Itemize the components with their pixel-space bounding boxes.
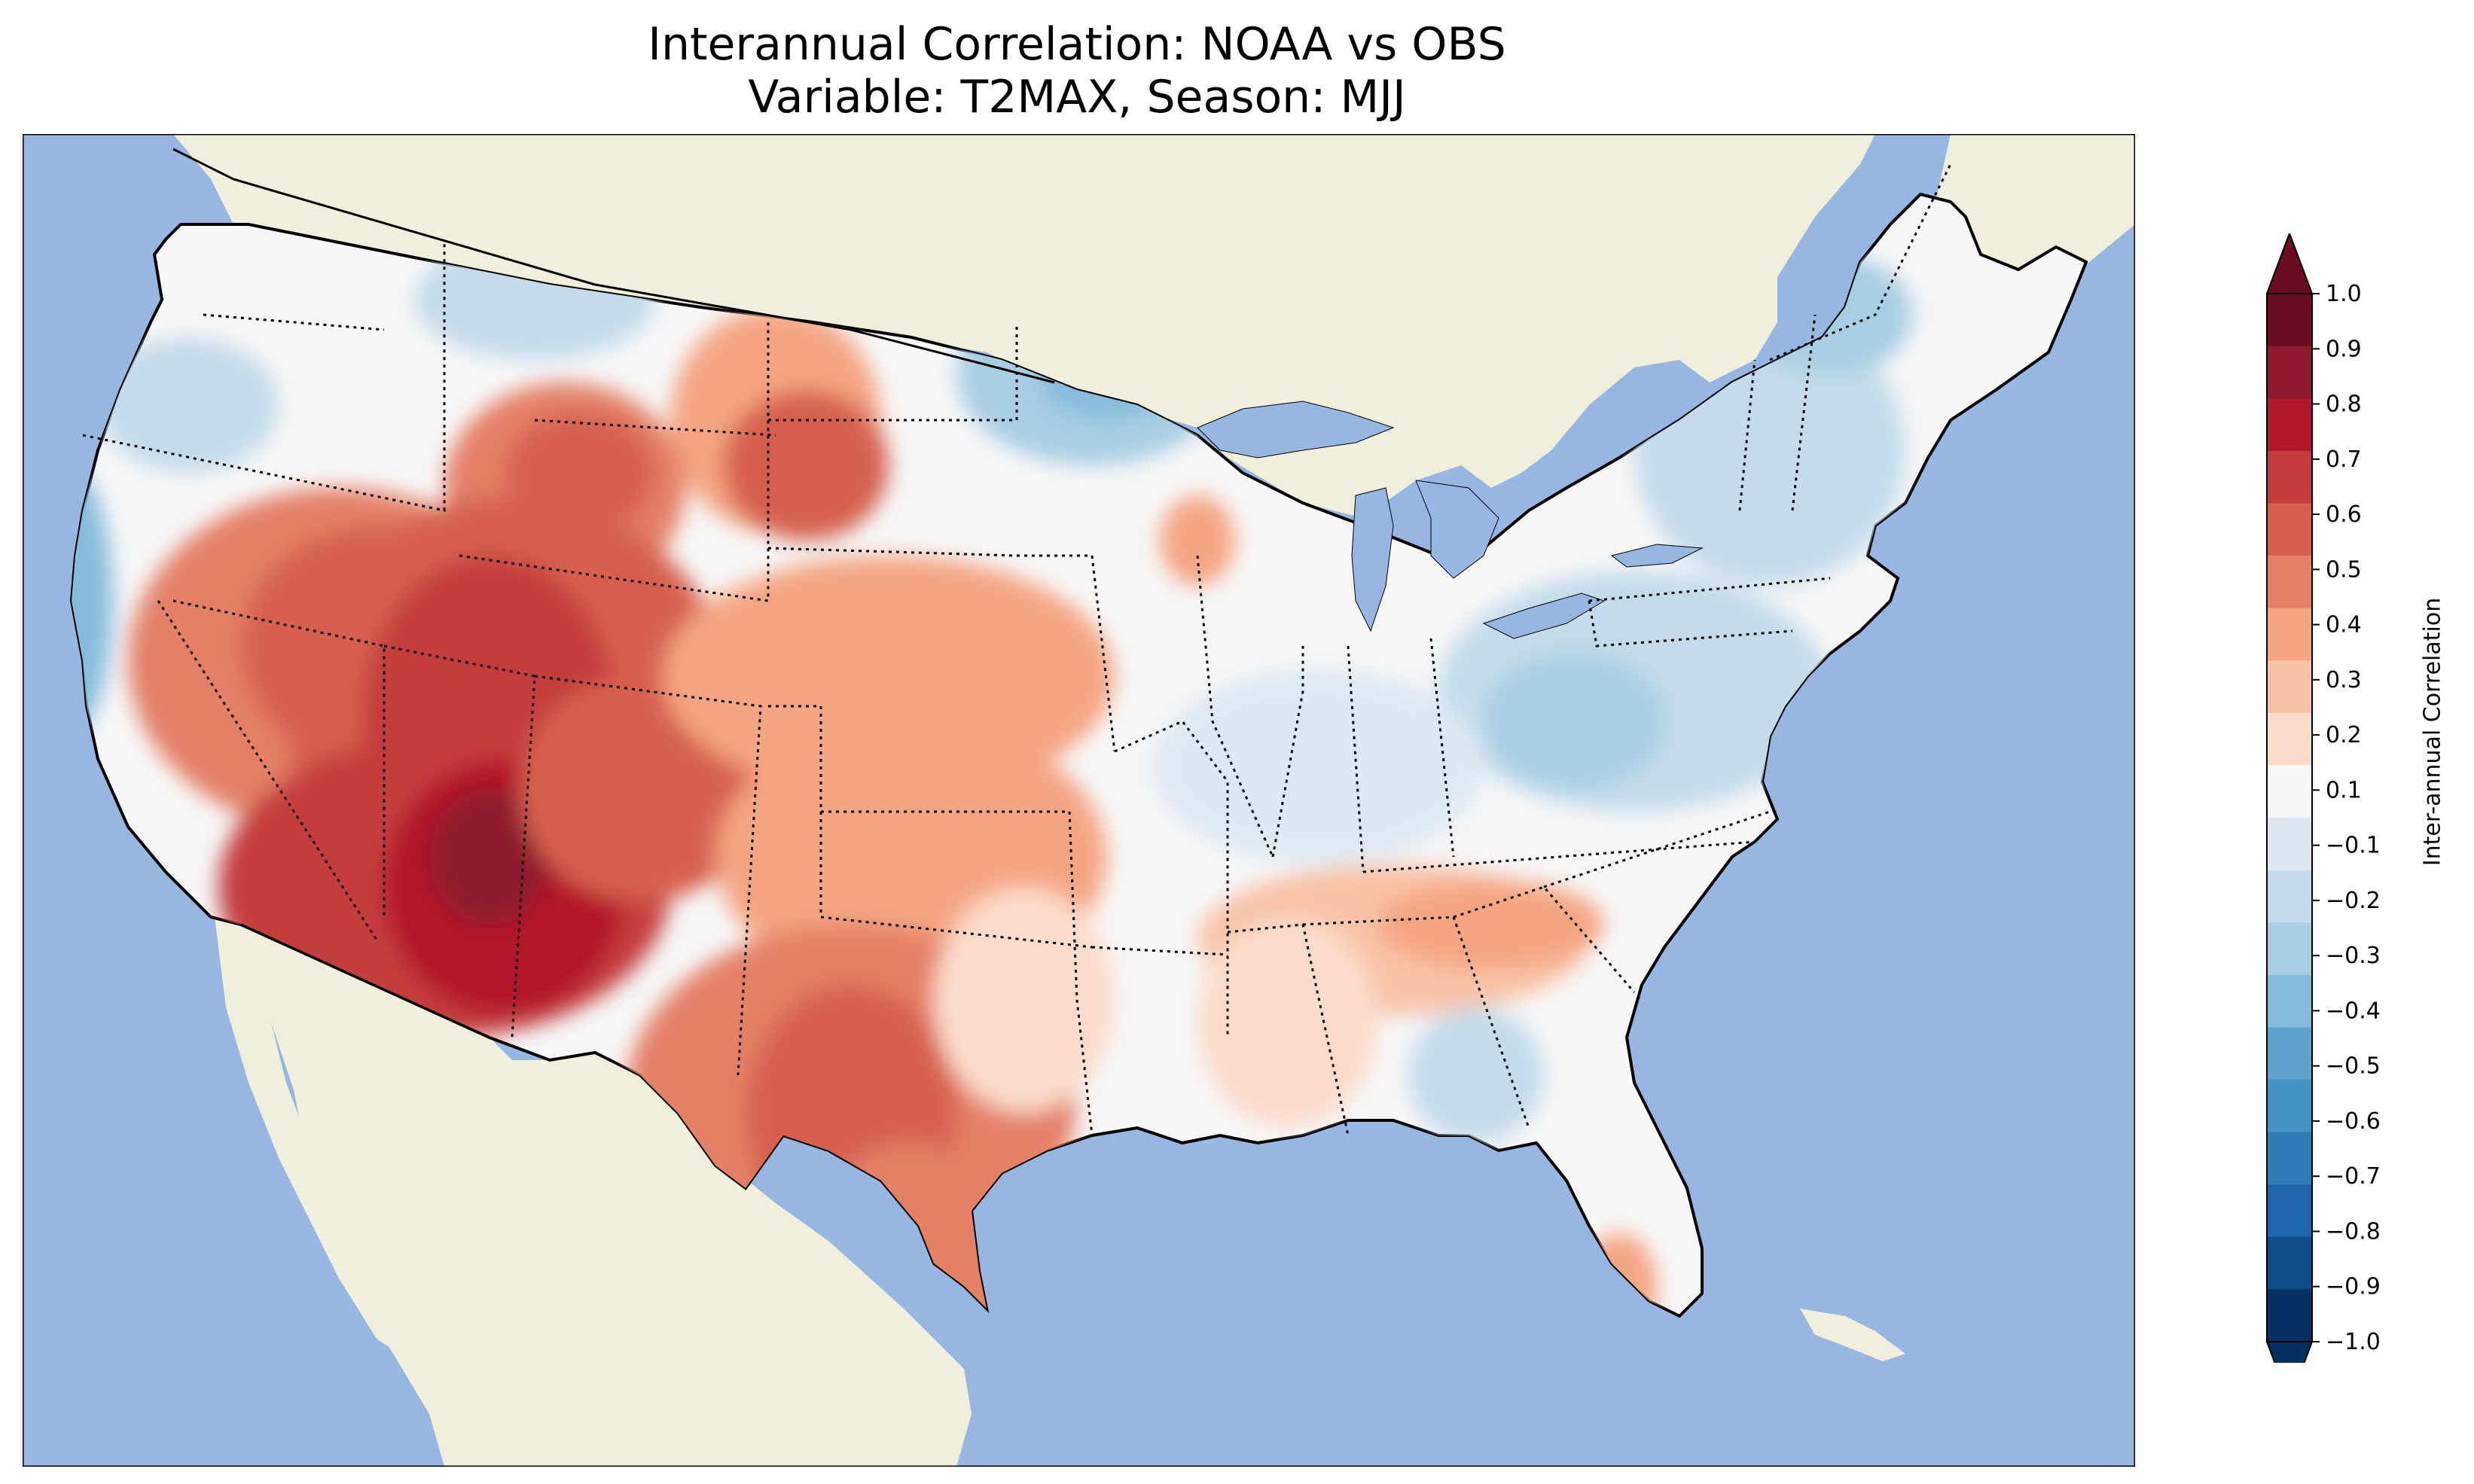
lake-erie bbox=[1482, 593, 1606, 639]
colorbar-tick-label: 0.1 bbox=[2326, 777, 2362, 803]
colorbar-segment bbox=[2267, 608, 2312, 661]
lake-michigan bbox=[1351, 487, 1394, 632]
colorbar-tick-label: −0.7 bbox=[2326, 1163, 2381, 1190]
colorbar-segment bbox=[2267, 556, 2312, 609]
colorbar-tick-label: −0.4 bbox=[2326, 998, 2381, 1024]
colorbar-segment bbox=[2267, 660, 2312, 714]
colorbar-tick-label: −1.0 bbox=[2326, 1329, 2381, 1355]
colorbar-tick-label: 0.6 bbox=[2326, 501, 2362, 528]
colorbar-tick-label: −0.9 bbox=[2326, 1274, 2381, 1300]
colorbar-tick-label: −0.2 bbox=[2326, 888, 2381, 914]
colorbar-segment bbox=[2267, 818, 2312, 871]
canada-border-east bbox=[1769, 163, 1952, 361]
colorbar-segment bbox=[2267, 1184, 2312, 1238]
colorbar-label: Inter-annual Correlation bbox=[2419, 597, 2446, 867]
colorbar-segment bbox=[2267, 922, 2312, 976]
colorbar-tick-label: 0.5 bbox=[2326, 556, 2362, 583]
colorbar-tick-label: 1.0 bbox=[2326, 281, 2362, 307]
state-borders bbox=[82, 239, 1831, 1136]
colorbar-segment bbox=[2267, 450, 2312, 504]
correlation-map bbox=[23, 134, 2135, 1467]
baja-land bbox=[215, 917, 399, 1354]
colorbar-extend-min bbox=[2265, 1341, 2314, 1363]
canada-land bbox=[173, 134, 1875, 518]
colorbar-segment bbox=[2267, 974, 2312, 1028]
mexico-border bbox=[240, 923, 596, 1062]
lake-huron bbox=[1415, 480, 1499, 579]
colorbar-segment bbox=[2267, 1027, 2312, 1080]
colorbar-tick-label: 0.3 bbox=[2326, 667, 2362, 693]
map-title-line2: Variable: T2MAX, Season: MJJ bbox=[748, 71, 1406, 123]
colorbar-tick-label: −0.5 bbox=[2326, 1053, 2381, 1080]
lake-ontario bbox=[1610, 544, 1704, 568]
colorbar-extend-max bbox=[2265, 233, 2314, 294]
map-title-line1: Interannual Correlation: NOAA vs OBS bbox=[648, 18, 1506, 71]
canada-border bbox=[172, 148, 1055, 384]
colorbar-tick-label: −0.3 bbox=[2326, 943, 2381, 969]
colorbar-segment bbox=[2267, 870, 2312, 923]
mexico-land bbox=[241, 925, 972, 1467]
colorbar-tick-label: 0.9 bbox=[2326, 336, 2362, 362]
colorbar-tick-label: 0.7 bbox=[2326, 446, 2362, 473]
lake-superior bbox=[1197, 401, 1395, 459]
colorbar-segment bbox=[2267, 346, 2312, 399]
colorbar-tick-label: 0.8 bbox=[2326, 392, 2362, 418]
colorbar-segment bbox=[2267, 503, 2312, 556]
colorbar-tick-label: 0.4 bbox=[2326, 612, 2362, 638]
cuba-land bbox=[1800, 1309, 1905, 1361]
colorbar-segment bbox=[2267, 1132, 2312, 1185]
colorbar-segment bbox=[2267, 765, 2312, 818]
colorbar-segment bbox=[2267, 1289, 2312, 1342]
colorbar-tick-label: −0.8 bbox=[2326, 1218, 2381, 1245]
colorbar-tick-label: −0.6 bbox=[2326, 1108, 2381, 1135]
colorbar-segment bbox=[2267, 294, 2312, 347]
colorbar-tick-label: 0.2 bbox=[2326, 722, 2362, 748]
colorbar-segment bbox=[2267, 712, 2312, 766]
colorbar-tick-label: −0.1 bbox=[2326, 833, 2381, 859]
colorbar: 1.0 0.9 0.8 0.7 0.6 0.5 0.4 0.3 0.2 0.1 −0.1 −0.2 −0… bbox=[2265, 233, 2381, 1363]
colorbar-segment bbox=[2267, 398, 2312, 452]
colorbar-segment bbox=[2267, 1236, 2312, 1290]
colorbar-segment bbox=[2267, 1080, 2312, 1133]
